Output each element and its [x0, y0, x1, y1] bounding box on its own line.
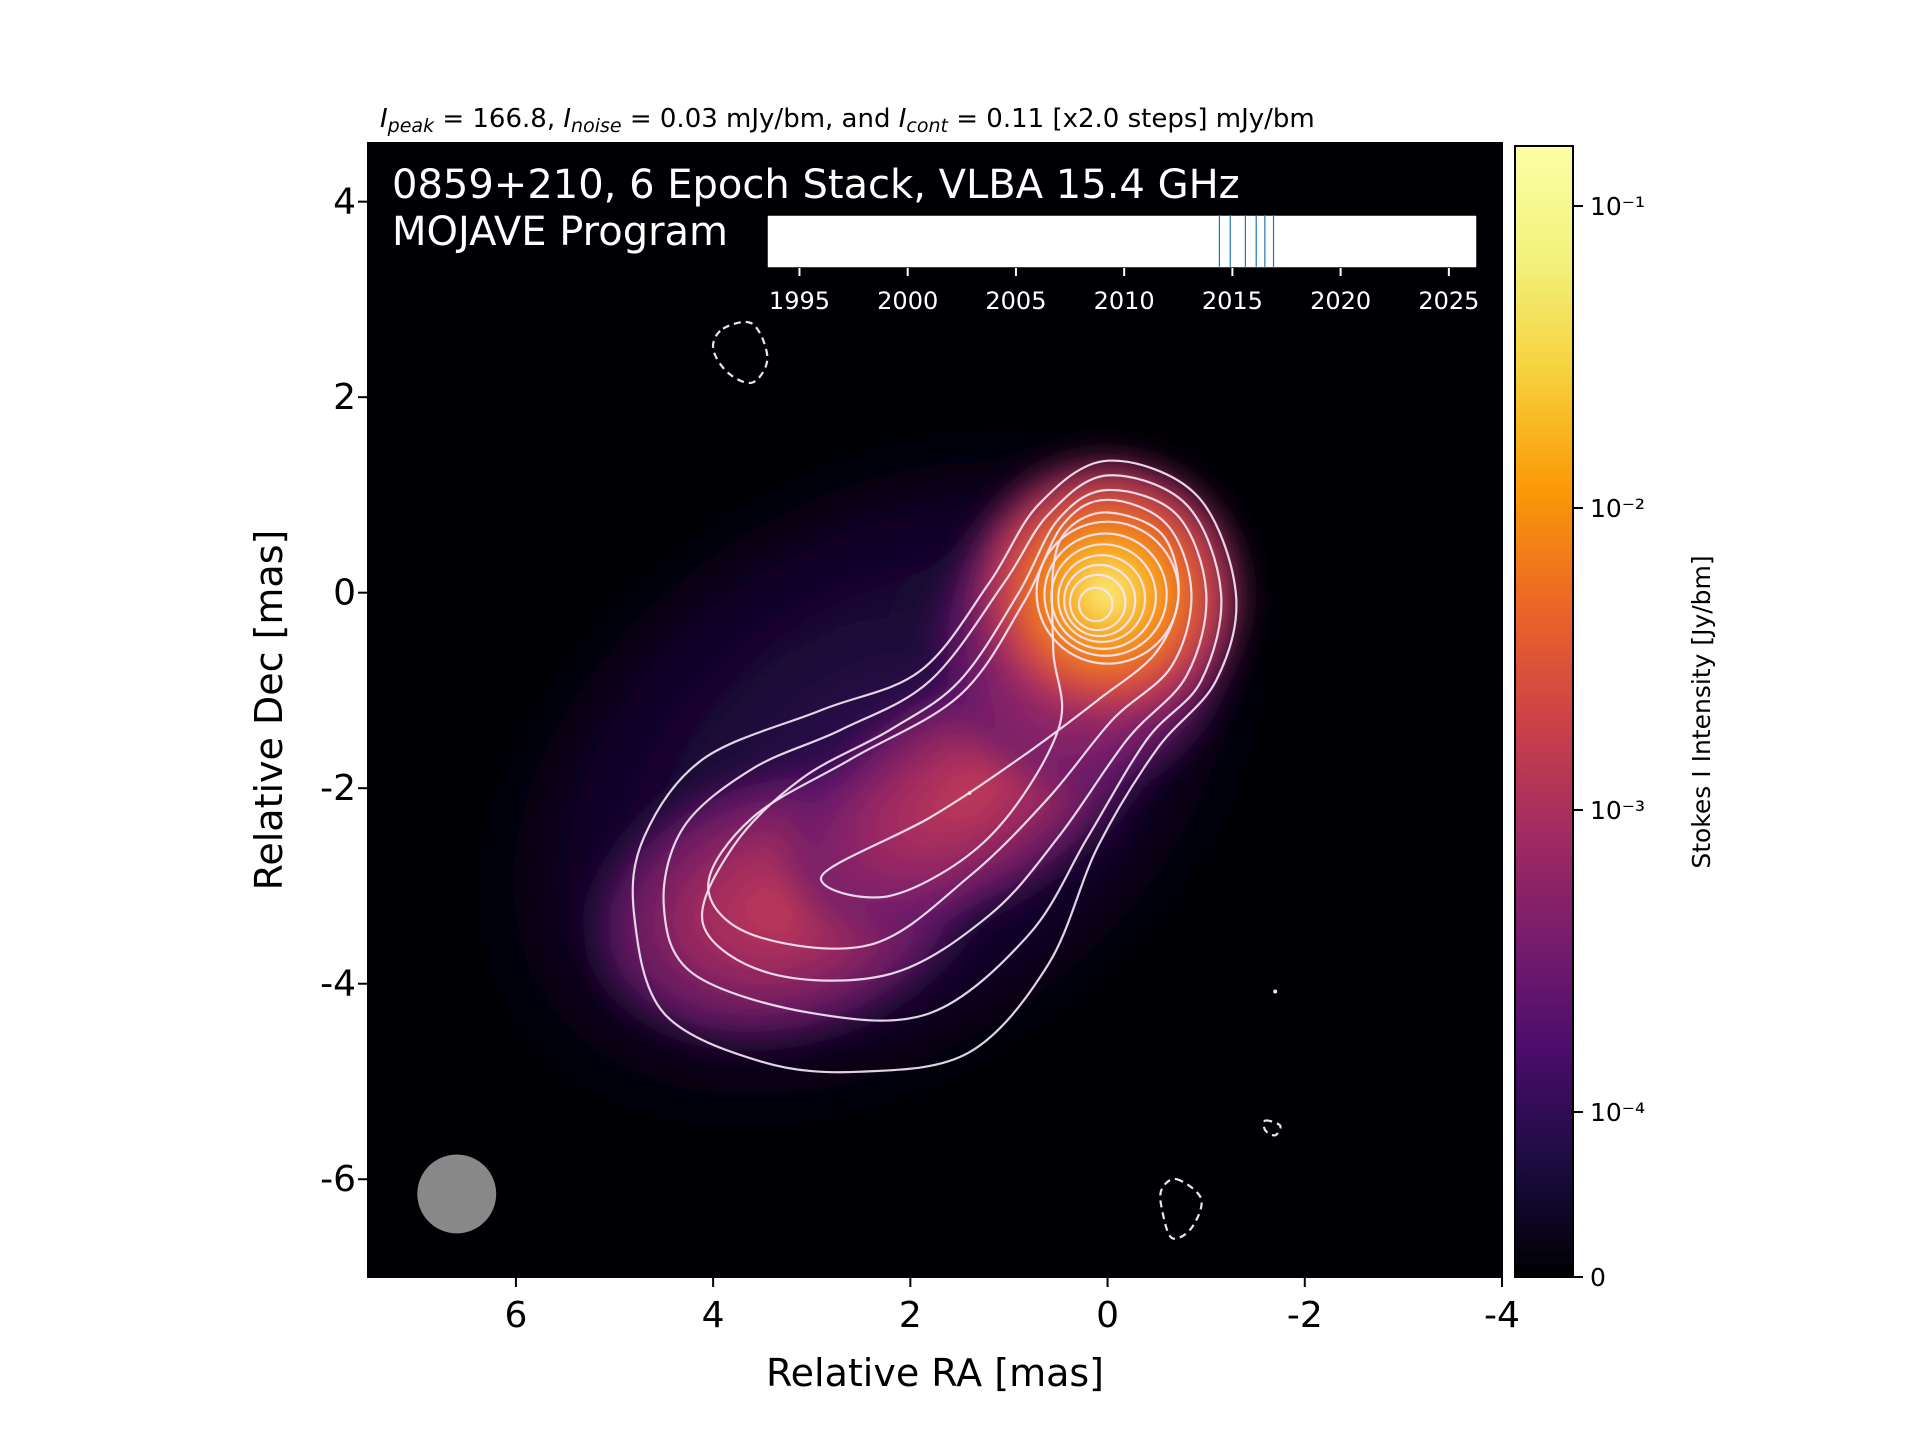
colorbar: 10⁻¹ 10⁻² 10⁻³ 10⁻⁴ 0 Stokes I Intensity [Jy… [1514, 145, 1716, 1292]
contour-dot [1273, 989, 1278, 994]
x-axis-label: Relative RA [mas] [766, 1351, 1104, 1395]
title-part: cont [906, 115, 949, 137]
epoch-timeline: 1995 2000 2005 2010 2015 2020 2025 [766, 214, 1479, 315]
timeline-tick-label: 2005 [985, 287, 1046, 315]
beam-ellipse [417, 1154, 497, 1234]
y-axis: 4 2 0 -2 -4 -6 [320, 182, 368, 1200]
y-tick-label: 4 [333, 182, 356, 223]
x-tick-label: 2 [899, 1295, 922, 1336]
contour-5 [820, 511, 1180, 899]
colorbar-tick-label: 0 [1590, 1263, 1606, 1292]
overlay-title-line2: MOJAVE Program [392, 209, 728, 255]
negative-contour [711, 320, 769, 385]
title-part: = 0.03 mJy/bm, and [622, 104, 899, 134]
x-tick-label: -4 [1484, 1295, 1520, 1336]
core-contour [1043, 532, 1168, 657]
x-tick-label: 0 [1096, 1295, 1119, 1336]
timeline-tick-label: 2015 [1202, 287, 1263, 315]
x-tick-label: -2 [1287, 1295, 1323, 1336]
y-tick-label: -6 [320, 1159, 356, 1200]
core-contour [1077, 586, 1114, 623]
core-contour [1057, 554, 1147, 644]
timeline-tick-label: 2020 [1310, 287, 1371, 315]
timeline-tick-label: 2010 [1094, 287, 1155, 315]
colorbar-tick-label: 10⁻³ [1590, 796, 1645, 825]
contour-set [631, 320, 1282, 1240]
title-part: I [563, 104, 571, 134]
colorbar-label: Stokes I Intensity [Jy/bm] [1687, 555, 1716, 868]
title-part: I [380, 104, 388, 134]
colorbar-tick-label: 10⁻² [1590, 494, 1645, 523]
colorbar-ticks: 10⁻¹ 10⁻² 10⁻³ 10⁻⁴ 0 [1573, 192, 1645, 1292]
x-tick-label: 6 [504, 1295, 527, 1336]
contour-4 [707, 498, 1193, 950]
timeline-tick-label: 2025 [1418, 287, 1479, 315]
title-part: I [899, 104, 907, 134]
overlay-title-line1: 0859+210, 6 Epoch Stack, VLBA 15.4 GHz [392, 162, 1240, 208]
timeline-tick-label: 2000 [877, 287, 938, 315]
core-contour [1035, 520, 1180, 665]
timeline-tick-label: 1995 [769, 287, 830, 315]
timeline-box [766, 214, 1478, 269]
title-part: peak [387, 115, 435, 137]
x-tick-label: 4 [702, 1295, 725, 1336]
colorbar-tick-label: 10⁻¹ [1590, 192, 1645, 221]
negative-contour [1262, 1119, 1282, 1137]
y-tick-label: 2 [333, 377, 356, 418]
timeline-epochs [1218, 215, 1275, 268]
title-part: = 0.11 [x2.0 steps] mJy/bm [948, 104, 1315, 134]
negative-contour [1159, 1177, 1203, 1240]
y-tick-label: -4 [320, 964, 356, 1005]
image-panel [368, 143, 1502, 1277]
beam-group [417, 1154, 497, 1234]
y-axis-label: Relative Dec [mas] [247, 530, 291, 891]
title-part: = 166.8, [434, 104, 563, 134]
plot-frame [367, 142, 1503, 1278]
title-part: noise [571, 115, 622, 137]
contour-dot [967, 791, 972, 795]
x-axis: 6 4 2 0 -2 -4 [504, 1277, 1520, 1336]
y-tick-label: -2 [320, 768, 356, 809]
image-statistics-title: Ipeak = 166.8, Inoise = 0.03 mJy/bm, and… [380, 104, 1315, 137]
contour-outer [631, 459, 1238, 1074]
contour-3 [700, 488, 1208, 982]
colorbar-tick-label: 10⁻⁴ [1590, 1098, 1645, 1127]
timeline-axis: 1995 2000 2005 2010 2015 2020 2025 [769, 268, 1479, 315]
colorbar-gradient [1514, 145, 1574, 1278]
y-tick-label: 0 [333, 573, 356, 614]
core-contour [1063, 563, 1137, 638]
core-contour [1068, 573, 1127, 632]
contour-2 [662, 474, 1223, 1022]
core-contour [1050, 543, 1157, 650]
